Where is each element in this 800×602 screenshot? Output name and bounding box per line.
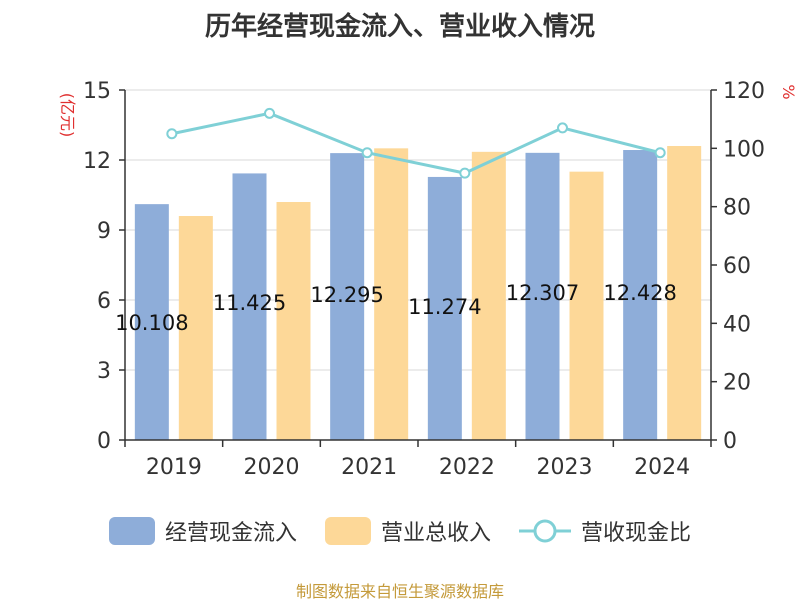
y-tick-label-right: 60 — [723, 254, 751, 279]
legend-item-cash-inflow[interactable]: 经营现金流入 — [108, 515, 297, 547]
bar-cash-inflow-2021[interactable] — [330, 153, 365, 440]
data-label-cash-inflow: 12.307 — [506, 281, 579, 305]
bar-revenue-2021[interactable] — [374, 148, 409, 441]
chart-title: 历年经营现金流入、营业收入情况 — [204, 12, 595, 42]
y-tick-label-left: 15 — [83, 79, 111, 104]
y-tick-label-left: 9 — [97, 219, 111, 244]
legend-item-revenue[interactable]: 营业总收入 — [324, 515, 491, 547]
legend-item-ratio[interactable]: 营收现金比 — [519, 515, 691, 547]
x-tick-label: 2022 — [439, 455, 495, 480]
data-label-cash-inflow: 12.295 — [310, 283, 383, 307]
legend-swatch-cash-inflow — [108, 517, 155, 545]
x-tick-label: 2021 — [341, 455, 397, 480]
y-axis-label-left: (亿元) — [58, 93, 77, 138]
x-tick-label: 2020 — [244, 455, 300, 480]
bar-revenue-2020[interactable] — [276, 202, 311, 440]
bar-cash-inflow-2019[interactable] — [134, 204, 169, 440]
bar-cash-inflow-2023[interactable] — [525, 152, 560, 440]
bar-revenue-2019[interactable] — [178, 216, 213, 440]
y-axis-label-right: % — [779, 84, 798, 99]
chart-legend: 经营现金流入 营业总收入 营收现金比 — [0, 515, 800, 547]
legend-label-cash-inflow: 经营现金流入 — [164, 521, 297, 546]
legend-label-revenue: 营业总收入 — [380, 521, 491, 546]
y-tick-label-right: 40 — [723, 312, 751, 337]
bar-revenue-2023[interactable] — [569, 171, 604, 440]
y-tick-label-left: 3 — [97, 359, 111, 384]
point-ratio-2019[interactable] — [166, 128, 178, 140]
legend-swatch-revenue — [324, 517, 371, 545]
y-tick-label-right: 0 — [723, 429, 737, 454]
bar-revenue-2024[interactable] — [667, 146, 702, 440]
y-tick-label-right: 80 — [723, 196, 751, 221]
point-ratio-2023[interactable] — [557, 122, 568, 134]
bar-cash-inflow-2024[interactable] — [623, 150, 658, 440]
line-ratio — [171, 111, 661, 175]
y-tick-label-left: 6 — [97, 289, 111, 314]
y-tick-label-right: 120 — [723, 79, 765, 104]
point-ratio-2024[interactable] — [654, 147, 666, 159]
y-tick-label-left: 0 — [97, 429, 111, 454]
y-tick-label-left: 12 — [83, 149, 111, 174]
point-ratio-2020[interactable] — [264, 107, 275, 119]
y-tick-label-right: 20 — [723, 371, 751, 396]
point-ratio-2021[interactable] — [361, 147, 373, 159]
legend-label-ratio: 营收现金比 — [581, 521, 692, 546]
legend-swatch-ratio — [519, 519, 571, 543]
data-label-cash-inflow: 11.425 — [213, 291, 286, 315]
y-tick-label-right: 100 — [723, 137, 765, 162]
bar-revenue-2022[interactable] — [471, 151, 506, 441]
data-label-cash-inflow: 11.274 — [408, 295, 481, 319]
point-ratio-2022[interactable] — [459, 167, 471, 179]
data-label-cash-inflow: 10.108 — [115, 311, 188, 335]
x-tick-label: 2023 — [537, 455, 593, 480]
bar-cash-inflow-2022[interactable] — [427, 176, 462, 440]
bar-cash-inflow-2020[interactable] — [232, 173, 267, 440]
data-label-cash-inflow: 12.428 — [603, 281, 676, 305]
x-tick-label: 2019 — [146, 455, 202, 480]
x-tick-label: 2024 — [634, 455, 690, 480]
source-note: 制图数据来自恒生聚源数据库 — [295, 582, 504, 601]
